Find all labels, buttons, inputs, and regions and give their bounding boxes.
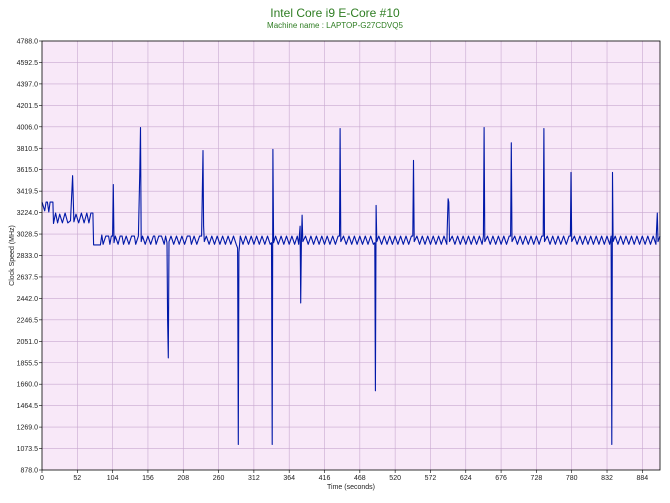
x-tick-label: 468 [354, 475, 366, 482]
y-tick-label: 3419.5 [17, 189, 39, 196]
y-tick-label: 1660.0 [17, 382, 39, 389]
y-tick-label: 1855.5 [17, 360, 39, 367]
y-tick-label: 3810.5 [17, 146, 39, 153]
x-tick-label: 884 [636, 475, 648, 482]
y-tick-label: 1073.5 [17, 446, 39, 453]
x-tick-label: 624 [460, 475, 472, 482]
x-tick-label: 52 [73, 475, 81, 482]
x-tick-label: 312 [248, 475, 260, 482]
x-tick-label: 208 [177, 475, 189, 482]
y-tick-label: 4592.5 [17, 60, 39, 67]
chart-subtitle: Machine name : LAPTOP-G27CDVQ5 [267, 21, 403, 30]
y-tick-label: 2637.5 [17, 274, 39, 281]
y-tick-label: 3028.5 [17, 232, 39, 239]
x-tick-label: 156 [142, 475, 154, 482]
y-tick-label: 2246.5 [17, 317, 39, 324]
y-tick-label: 4006.0 [17, 124, 39, 131]
x-tick-label: 832 [601, 475, 613, 482]
x-tick-label: 364 [283, 475, 295, 482]
y-tick-label: 4397.0 [17, 81, 39, 88]
y-tick-label: 1464.5 [17, 403, 39, 410]
y-tick-label: 2051.0 [17, 339, 39, 346]
y-tick-label: 1269.0 [17, 425, 39, 432]
x-tick-label: 520 [389, 475, 401, 482]
x-tick-label: 104 [107, 475, 119, 482]
x-tick-label: 728 [531, 475, 543, 482]
x-tick-label: 780 [566, 475, 578, 482]
plot-frame [41, 40, 661, 471]
y-axis: 878.0 1073.5 1269.0 1464.5 1660.0 1855.5 2051.… [17, 39, 42, 475]
x-axis: 0 52 104 156 208 260 312 364 416 468 520 572 624 676 7… [40, 470, 648, 482]
series-layer [41, 126, 661, 446]
y-axis-label: Clock Speed (MHz) [9, 225, 16, 286]
x-tick-label: 676 [495, 475, 507, 482]
x-tick-label: 572 [425, 475, 437, 482]
y-tick-label: 4201.5 [17, 103, 39, 110]
x-tick-label: 0 [40, 475, 44, 482]
x-tick-label: 260 [213, 475, 225, 482]
y-tick-label: 3615.0 [17, 167, 39, 174]
series-line [41, 126, 661, 446]
x-axis-label: Time (seconds) [327, 484, 375, 491]
y-tick-label: 878.0 [20, 468, 38, 475]
y-tick-label: 2833.0 [17, 253, 39, 260]
grid-lines [42, 41, 660, 470]
x-tick-label: 416 [319, 475, 331, 482]
chart-title: Intel Core i9 E-Core #10 [270, 6, 400, 20]
y-tick-label: 3224.0 [17, 210, 39, 217]
y-tick-label: 4788.0 [17, 39, 39, 46]
y-tick-label: 2442.0 [17, 296, 39, 303]
